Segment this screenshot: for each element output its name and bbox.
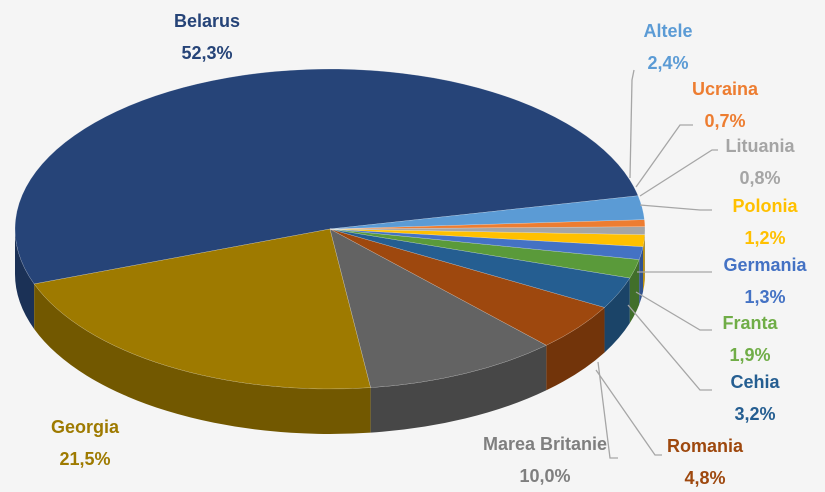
leader-line xyxy=(639,204,712,211)
slice xyxy=(329,195,645,230)
slice xyxy=(329,228,631,308)
slice-label: Altele xyxy=(643,21,692,41)
slice xyxy=(14,68,639,285)
slice xyxy=(329,228,547,388)
slice-value-label: 1,9% xyxy=(729,345,770,365)
slice-label: Cehia xyxy=(730,372,780,392)
slice-label: Lituania xyxy=(725,136,795,156)
slice xyxy=(33,228,371,390)
leader-line xyxy=(595,369,662,456)
leader-line xyxy=(629,69,635,179)
slice-label: Georgia xyxy=(51,417,120,437)
slice-value-label: 0,8% xyxy=(739,168,780,188)
slice-side xyxy=(629,259,640,324)
slice-label: Marea Britanie xyxy=(483,434,607,454)
slice-value-label: 4,8% xyxy=(684,468,725,488)
slice xyxy=(329,228,606,346)
slice-label: Romania xyxy=(667,436,744,456)
slice-value-label: 2,4% xyxy=(647,53,688,73)
slice-value-label: 3,2% xyxy=(734,404,775,424)
leader-line xyxy=(597,361,618,459)
slice-label: Germania xyxy=(723,255,807,275)
leader-line xyxy=(627,304,712,391)
slice-side xyxy=(643,234,645,292)
slice-value-label: 0,7% xyxy=(704,111,745,131)
slice-side xyxy=(370,345,547,433)
slice xyxy=(329,228,640,279)
slice-value-label: 52,3% xyxy=(181,43,232,63)
slice-side xyxy=(15,229,35,329)
slice-value-label: 1,2% xyxy=(744,228,785,248)
slice xyxy=(329,228,644,260)
slice-label: Franta xyxy=(722,313,778,333)
slice-value-label: 1,3% xyxy=(744,287,785,307)
slice-value-label: 10,0% xyxy=(519,466,570,486)
slice-label: Ucraina xyxy=(692,79,759,99)
slice-value-label: 21,5% xyxy=(59,449,110,469)
slice xyxy=(329,228,646,247)
slice xyxy=(329,219,646,230)
slice-label: Belarus xyxy=(174,11,240,31)
slice xyxy=(329,226,646,235)
leader-line xyxy=(639,149,718,197)
slice-side xyxy=(639,246,644,305)
slice-label: Polonia xyxy=(732,196,798,216)
leader-line xyxy=(635,124,693,188)
leader-line xyxy=(635,291,712,331)
slice-side xyxy=(604,278,630,353)
slice-side xyxy=(546,307,605,391)
slice-side xyxy=(34,283,371,434)
